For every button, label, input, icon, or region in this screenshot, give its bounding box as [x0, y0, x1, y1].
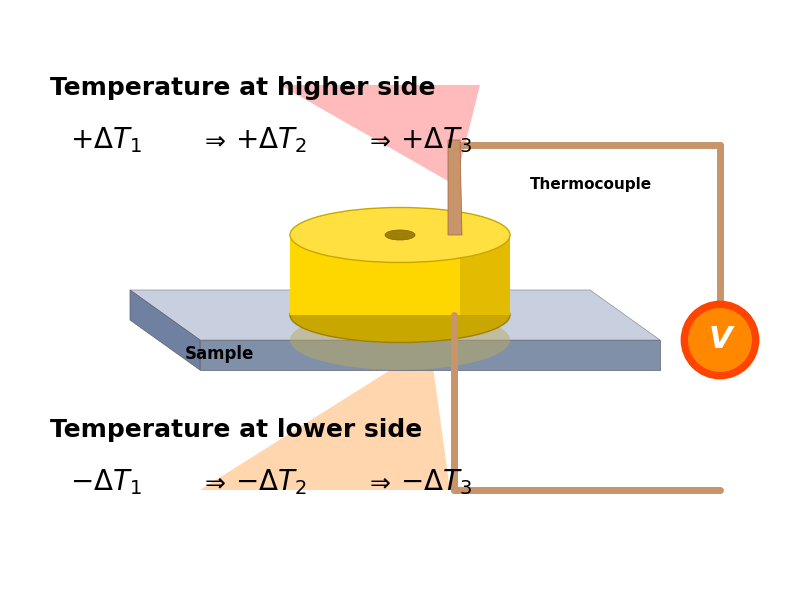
Text: $+\Delta T_1$: $+\Delta T_1$ [70, 125, 142, 155]
Circle shape [688, 308, 752, 372]
Polygon shape [200, 345, 450, 490]
Text: $\Rightarrow$: $\Rightarrow$ [200, 470, 226, 494]
Ellipse shape [290, 287, 510, 343]
Text: $-\Delta T_1$: $-\Delta T_1$ [70, 467, 142, 497]
Text: $-\Delta T_2$: $-\Delta T_2$ [235, 467, 306, 497]
Text: Temperature at higher side: Temperature at higher side [50, 76, 435, 100]
Circle shape [682, 302, 758, 378]
Polygon shape [130, 290, 660, 340]
Text: Thermocouple: Thermocouple [530, 178, 652, 193]
Text: $\Rightarrow$: $\Rightarrow$ [365, 470, 392, 494]
Polygon shape [448, 140, 462, 235]
Text: $+\Delta T_3$: $+\Delta T_3$ [400, 125, 472, 155]
Polygon shape [280, 85, 480, 185]
Text: Temperature at lower side: Temperature at lower side [50, 418, 422, 442]
Ellipse shape [385, 230, 415, 240]
Text: $+\Delta T_2$: $+\Delta T_2$ [235, 125, 306, 155]
Text: V: V [708, 325, 732, 355]
Text: Sample: Sample [185, 345, 254, 363]
Polygon shape [460, 235, 510, 315]
Text: $-\Delta T_3$: $-\Delta T_3$ [400, 467, 472, 497]
Polygon shape [290, 235, 510, 315]
Polygon shape [200, 340, 660, 370]
Polygon shape [130, 290, 200, 370]
Text: $\Rightarrow$: $\Rightarrow$ [365, 128, 392, 152]
Text: $\Rightarrow$: $\Rightarrow$ [200, 128, 226, 152]
Ellipse shape [290, 310, 510, 370]
Ellipse shape [290, 208, 510, 263]
